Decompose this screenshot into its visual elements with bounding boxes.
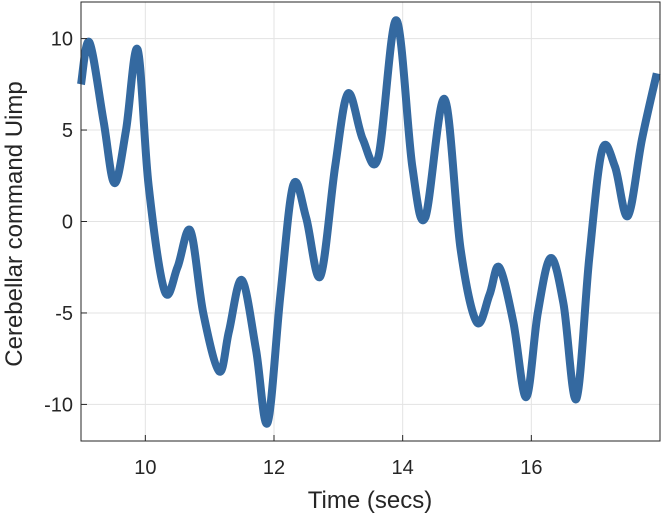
series-line [77,16,661,428]
y-tick-label: 0 [62,212,73,234]
x-tick-label: 14 [392,457,414,479]
x-tick-label: 12 [263,457,285,479]
y-tick-label: -5 [55,303,73,325]
y-tick-label: -10 [44,394,73,416]
y-tick-label: 10 [51,29,73,51]
x-tick-label: 16 [520,457,542,479]
x-tick-label: 10 [134,457,156,479]
series-layer [77,16,661,428]
y-axis-label: Cerebellar command Uimp [1,81,28,366]
y-tick-label: 5 [62,120,73,142]
x-axis-label: Time (secs) [308,487,432,514]
axis-ticks: 10 12 14 16 -10 -5 0 5 10 [44,29,542,479]
